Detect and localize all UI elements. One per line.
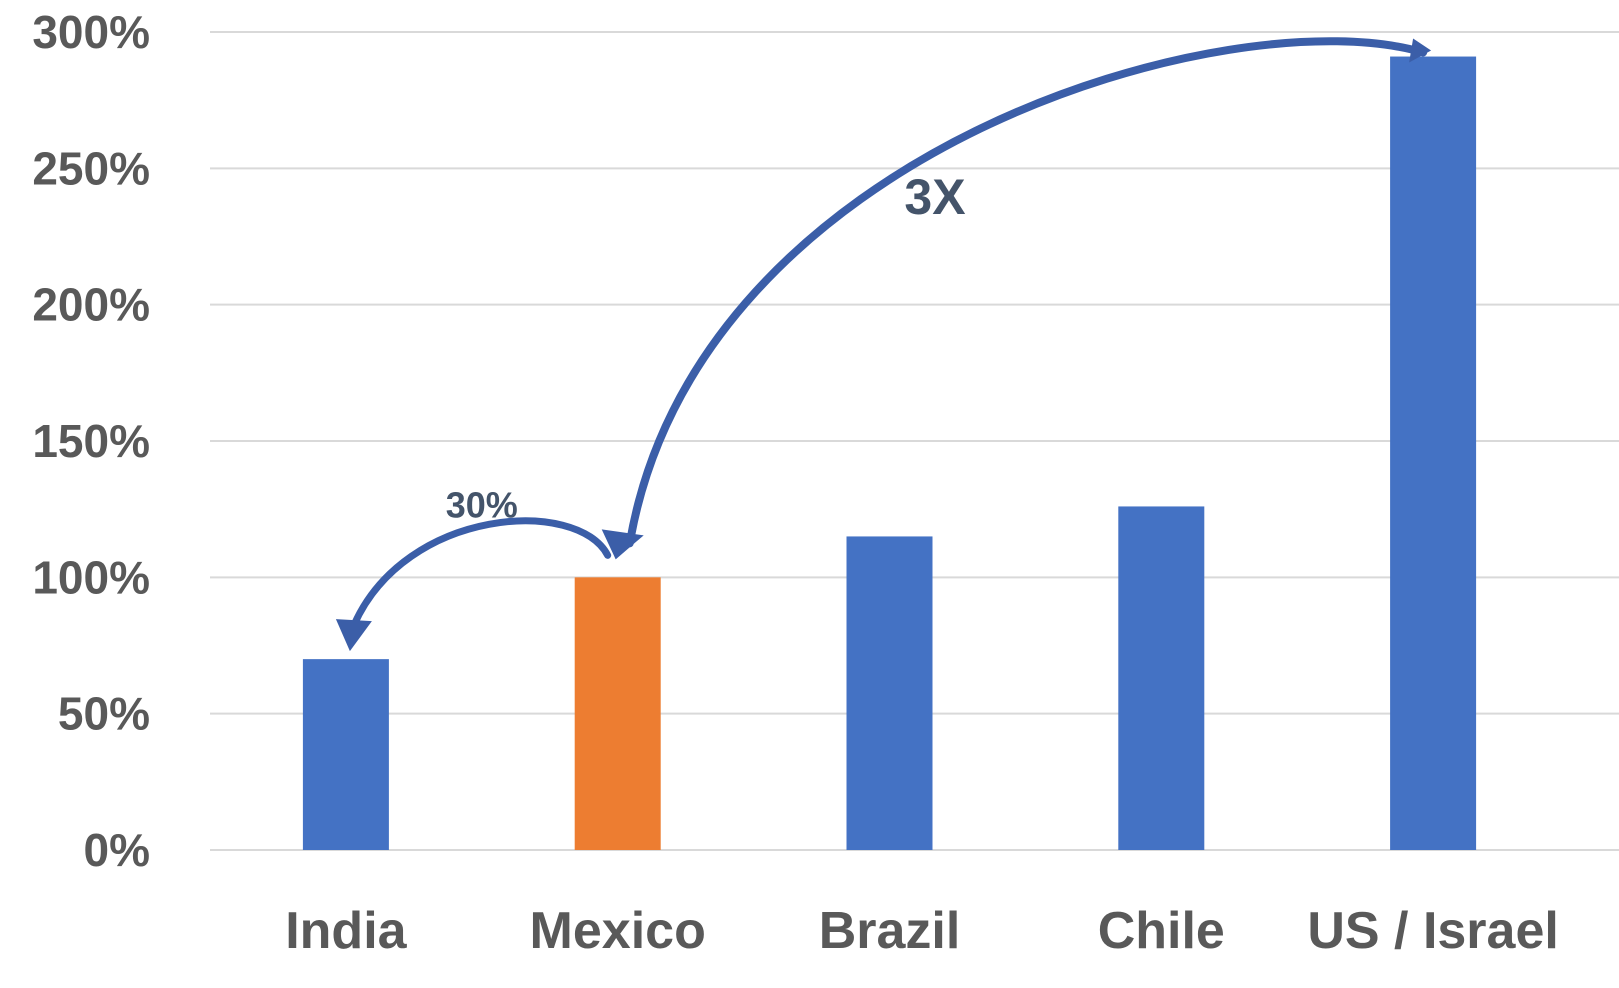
annotations: 30% 3X [335,37,1432,652]
x-category-label: Brazil [819,902,961,960]
x-category-label: India [285,902,407,960]
x-category-label: Chile [1098,902,1225,960]
arrow-mexico-to-india [350,517,612,629]
arrowhead-mexico [601,529,644,560]
y-tick-label: 50% [58,688,150,740]
arrowhead-india [335,619,372,652]
annotation-3x: 3X [904,169,965,225]
arrow-tail-us [1409,38,1432,63]
bar-us-israel [1390,56,1477,851]
bar-mexico [574,577,661,850]
bars [302,56,1477,851]
y-tick-label: 250% [32,142,150,194]
annotation-30-percent: 30% [446,484,518,525]
y-tick-label: 0% [84,824,150,876]
y-tick-label: 300% [32,6,150,58]
y-tick-label: 150% [32,415,150,467]
arrow-us-to-mexico [625,37,1428,548]
x-axis-category-labels: India Mexico Brazil Chile US / Israel [285,902,1559,960]
y-tick-label: 200% [32,279,150,331]
bar-chile [1118,506,1205,850]
y-tick-label: 100% [32,551,150,603]
y-axis-tick-labels: 0% 50% 100% 150% 200% 250% 300% [32,6,150,876]
x-category-label: Mexico [530,902,706,960]
x-category-label: US / Israel [1307,902,1558,960]
bar-india [302,659,389,850]
bar-brazil [846,536,933,850]
